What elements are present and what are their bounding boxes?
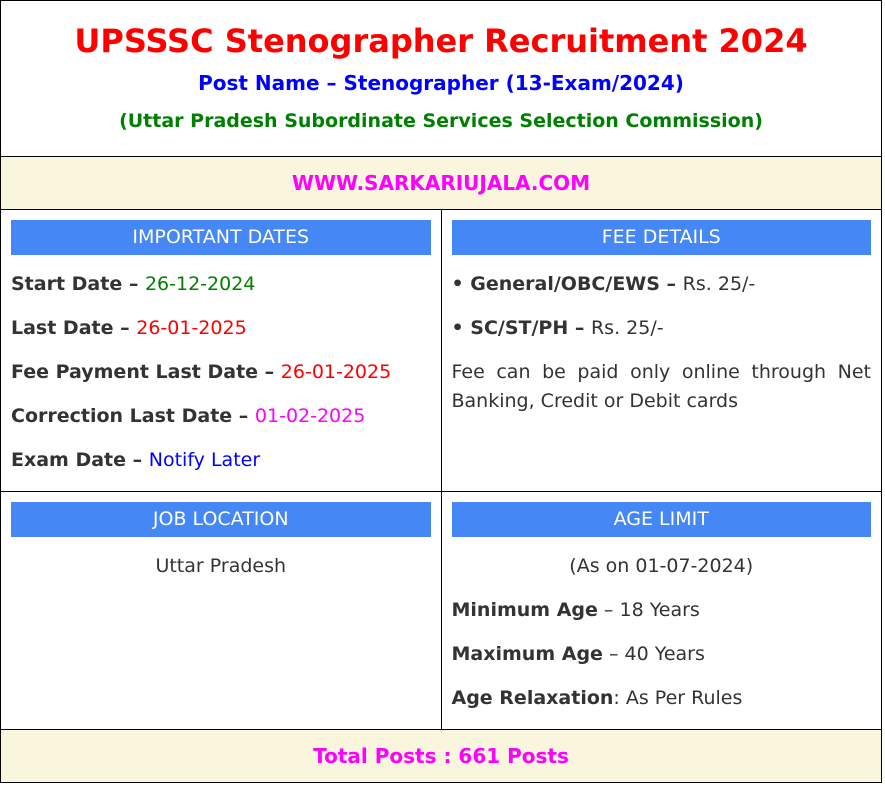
age-item-label: Age Relaxation bbox=[451, 687, 614, 709]
website-link[interactable]: WWW.SARKARIUJALA.COM bbox=[0, 156, 882, 210]
date-item: Correction Last Date – 01-02-2025 bbox=[11, 402, 431, 431]
important-dates-cell: IMPORTANT DATES Start Date – 26-12-2024 L… bbox=[0, 209, 442, 492]
age-limit-cell: AGE LIMIT (As on 01-07-2024) Minimum Age… bbox=[440, 491, 882, 730]
title-cell: UPSSSC Stenographer Recruitment 2024 Pos… bbox=[0, 0, 882, 157]
fee-details-heading: FEE DETAILS bbox=[451, 220, 871, 255]
fee-item-label: • General/OBC/EWS bbox=[451, 273, 660, 295]
separator: – bbox=[258, 361, 281, 383]
separator: – bbox=[232, 405, 255, 427]
age-item: Minimum Age – 18 Years bbox=[452, 596, 872, 625]
page-title: UPSSSC Stenographer Recruitment 2024 bbox=[74, 22, 808, 60]
date-item: Exam Date – Notify Later bbox=[11, 446, 431, 475]
job-location-heading: JOB LOCATION bbox=[11, 502, 431, 537]
age-item-value: 40 Years bbox=[624, 643, 705, 665]
commission-name: (Uttar Pradesh Subordinate Services Sele… bbox=[119, 110, 763, 132]
age-item-label: Maximum Age bbox=[451, 643, 603, 665]
date-item-value: 26-12-2024 bbox=[144, 273, 256, 295]
fee-item-label: • SC/ST/PH bbox=[451, 317, 569, 339]
age-item: Age Relaxation: As Per Rules bbox=[452, 684, 872, 713]
date-item-label: Fee Payment Last Date bbox=[11, 361, 259, 383]
fee-item-value: Rs. 25/- bbox=[682, 273, 756, 295]
date-item: Fee Payment Last Date – 26-01-2025 bbox=[11, 358, 431, 387]
age-item-value: As Per Rules bbox=[625, 687, 743, 709]
separator: – bbox=[597, 599, 620, 621]
separator: : bbox=[613, 687, 626, 709]
separator: – bbox=[659, 273, 683, 295]
post-name: Post Name – Stenographer (13-Exam/2024) bbox=[198, 71, 684, 95]
separator: – bbox=[568, 317, 591, 339]
fee-note: Fee can be paid only online through Net … bbox=[451, 361, 872, 412]
job-location-cell: JOB LOCATION Uttar Pradesh bbox=[0, 491, 442, 730]
total-posts: Total Posts : 661 Posts bbox=[0, 729, 882, 783]
job-location-value: Uttar Pradesh bbox=[155, 555, 287, 577]
fee-item: • General/OBC/EWS – Rs. 25/- bbox=[452, 270, 872, 299]
date-item-value: Notify Later bbox=[148, 449, 261, 471]
important-dates-heading: IMPORTANT DATES bbox=[11, 220, 431, 255]
age-item: Maximum Age – 40 Years bbox=[452, 640, 872, 669]
date-item-label: Correction Last Date bbox=[11, 405, 233, 427]
separator: – bbox=[126, 449, 149, 471]
separator: – bbox=[602, 643, 625, 665]
date-item-label: Last Date bbox=[11, 317, 114, 339]
fee-item: • SC/ST/PH – Rs. 25/- bbox=[452, 314, 872, 343]
date-item-value: 01-02-2025 bbox=[254, 405, 366, 427]
separator: – bbox=[122, 273, 145, 295]
separator: – bbox=[113, 317, 137, 339]
date-item: Last Date – 26-01-2025 bbox=[11, 314, 431, 343]
fee-item-value: Rs. 25/- bbox=[590, 317, 664, 339]
date-item-label: Start Date bbox=[11, 273, 123, 295]
age-as-on: (As on 01-07-2024) bbox=[569, 555, 754, 577]
date-item: Start Date – 26-12-2024 bbox=[11, 270, 431, 299]
fee-details-cell: FEE DETAILS • General/OBC/EWS – Rs. 25/-… bbox=[440, 209, 882, 492]
age-limit-heading: AGE LIMIT bbox=[451, 502, 871, 537]
age-item-value: 18 Years bbox=[619, 599, 700, 621]
age-item-label: Minimum Age bbox=[451, 599, 598, 621]
date-item-value: 26-01-2025 bbox=[280, 361, 392, 383]
date-item-value: 26-01-2025 bbox=[136, 317, 247, 339]
date-item-label: Exam Date bbox=[11, 449, 127, 471]
